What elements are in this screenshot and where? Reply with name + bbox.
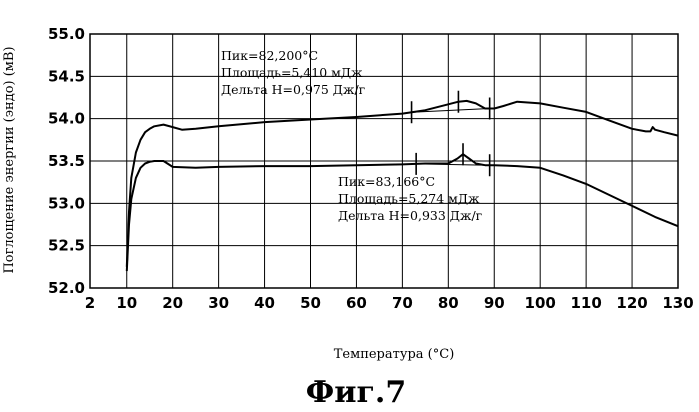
annotation-line: Пик=82,200°С	[221, 48, 318, 63]
x-tick-label: 100	[525, 294, 556, 312]
x-tick-label: 110	[570, 294, 601, 312]
annotation-line: Площадь=5,410 мДж	[221, 65, 363, 80]
annotation-line: Дельта Н=0,975 Дж/г	[221, 82, 365, 97]
x-tick-label: 40	[254, 294, 275, 312]
figure-caption: Фиг.7	[306, 375, 406, 410]
x-tick-label: 50	[300, 294, 321, 312]
x-axis-title: Температура (°С)	[334, 347, 455, 362]
y-axis-title: Поглощение энергии (эндо) (мВ)	[2, 46, 17, 273]
y-tick-label: 53.5	[48, 152, 85, 170]
x-tick-label: 130	[662, 294, 693, 312]
y-tick-label: 54.5	[48, 67, 85, 85]
y-tick-label: 54.0	[48, 110, 85, 128]
annotation-line: Пик=83,166°С	[338, 174, 435, 189]
y-tick-label: 52.0	[48, 279, 85, 297]
x-tick-label: 60	[346, 294, 367, 312]
x-tick-label: 20	[162, 294, 183, 312]
annotation-line: Дельта Н=0,933 Дж/г	[338, 208, 482, 223]
x-tick-label: 90	[484, 294, 505, 312]
x-tick-label: 70	[392, 294, 413, 312]
x-tick-label: 120	[616, 294, 647, 312]
y-tick-label: 53.0	[48, 194, 85, 212]
x-tick-label: 2	[85, 294, 95, 312]
annotation-line: Площадь=5,274 мДж	[338, 191, 480, 206]
x-tick-label: 10	[116, 294, 137, 312]
x-tick-label: 30	[208, 294, 229, 312]
x-tick-label: 80	[438, 294, 459, 312]
y-tick-label: 55.0	[48, 25, 85, 43]
y-tick-label: 52.5	[48, 237, 85, 255]
